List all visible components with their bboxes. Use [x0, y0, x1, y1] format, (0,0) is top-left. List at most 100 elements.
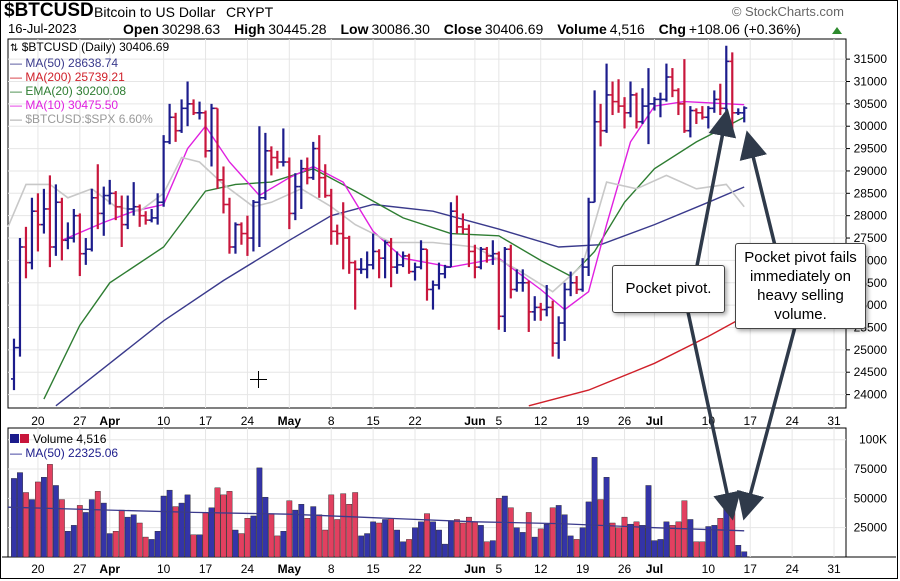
- high-label: High: [234, 21, 266, 37]
- volume-bar: [579, 527, 586, 558]
- volume-bar: [454, 519, 460, 558]
- volume-legend-title: Volume 4,516: [10, 432, 118, 446]
- volume-bar: [729, 512, 736, 558]
- legend-ma10-text: MA(10) 30475.50: [25, 98, 119, 112]
- volume-bar: [160, 495, 167, 558]
- volume-bar: [406, 539, 412, 558]
- date-tick-label: 26: [618, 562, 632, 576]
- volume-bar: [675, 521, 682, 558]
- date-tick-label: 17: [744, 414, 758, 428]
- volume-ma50-line: [7, 506, 745, 532]
- volume-bar: [603, 477, 610, 558]
- volume-bar: [76, 505, 83, 558]
- volume-bar: [615, 527, 622, 558]
- legend-ma10: — MA(10) 30475.50: [10, 98, 119, 112]
- date-tick-label: 22: [408, 562, 422, 576]
- volume-bar: [52, 485, 59, 558]
- ohlc-summary: Open 30298.63 High 30445.28 Low 30086.30 Cl…: [123, 21, 801, 37]
- volume-bar: [519, 532, 526, 558]
- volume-bar: [232, 529, 239, 558]
- volume-bar: [100, 502, 107, 558]
- volume-bar: [669, 525, 676, 558]
- volume-bar: [645, 485, 652, 558]
- change-value: +108.06 (+0.36%): [688, 21, 801, 37]
- volume-bar: [537, 528, 544, 558]
- date-tick-label: 12: [534, 414, 548, 428]
- date-tick-label: 19: [576, 414, 590, 428]
- volume-bar: [172, 506, 179, 558]
- volume-bar: [573, 539, 580, 558]
- volume-bar: [711, 525, 718, 558]
- volume-bar: [376, 522, 383, 558]
- open-label: Open: [123, 21, 159, 37]
- date-tick-label: 8: [328, 414, 335, 428]
- volume-bar: [466, 516, 472, 558]
- brand-watermark: © StockCharts.com: [731, 4, 844, 19]
- price-tick-label: 27500: [854, 231, 888, 245]
- volume-bar: [196, 534, 203, 558]
- date-tick-label: 17: [744, 562, 758, 576]
- volume-bar: [262, 496, 269, 558]
- price-tick-label: 29000: [854, 164, 888, 178]
- volume-bar: [322, 529, 329, 558]
- volume-bar: [627, 523, 634, 558]
- volume-bar: [154, 531, 161, 558]
- volume-bar: [388, 518, 394, 558]
- volume-bar: [352, 492, 359, 558]
- crosshair-cursor-icon: [250, 371, 267, 388]
- volume-bar: [346, 504, 353, 558]
- volume-bar: [705, 526, 712, 558]
- volume-bar: [621, 516, 628, 558]
- volume-bar: [525, 512, 532, 558]
- volume-bar: [148, 539, 155, 558]
- date-tick-label: 24: [241, 562, 255, 576]
- volume-bar: [250, 515, 257, 558]
- price-tick-label: 31000: [854, 74, 888, 88]
- low-value: 30086.30: [371, 21, 430, 37]
- date-tick-label: Apr: [99, 562, 120, 576]
- volume-bar: [292, 509, 299, 558]
- chart-date: 16-Jul-2023: [8, 21, 77, 36]
- volume-bar: [88, 499, 95, 558]
- date-tick-label: 12: [534, 562, 548, 576]
- volume-bar: [591, 457, 598, 558]
- volume-bar: [513, 527, 520, 558]
- volume-bar: [693, 541, 700, 558]
- volume-bar: [609, 522, 616, 558]
- volume-bar: [394, 529, 400, 558]
- ticker-description: Bitcoin to US Dollar: [94, 4, 216, 20]
- volume-bar: [364, 533, 371, 558]
- volume-bar: [471, 521, 478, 558]
- date-tick-label: 10: [702, 562, 716, 576]
- volume-bar: [64, 531, 71, 558]
- pivot-fails-callout: Pocket pivot fails immediately on heavy …: [735, 243, 866, 329]
- volume-bar: [208, 507, 215, 558]
- legend-ma50-text: MA(50) 28638.74: [25, 56, 119, 70]
- ticker-symbol: $BTCUSD: [4, 0, 94, 21]
- volume-bar: [226, 491, 233, 558]
- volume-bar: [256, 467, 263, 558]
- date-tick-label: 15: [366, 414, 380, 428]
- volume-bar: [358, 535, 365, 558]
- volume-bar: [597, 499, 604, 558]
- volume-bar: [585, 501, 592, 558]
- date-tick-label: 8: [328, 562, 335, 576]
- overlay-ma200-line: [528, 316, 745, 407]
- volume-bar: [304, 518, 311, 558]
- date-tick-label: 27: [73, 414, 87, 428]
- volume-bar: [460, 522, 466, 558]
- volume-bar: [663, 521, 670, 558]
- volume-bar: [286, 500, 293, 558]
- volume-bar: [274, 535, 281, 558]
- date-tick-label: 26: [618, 414, 632, 428]
- annotation-arrow: [686, 311, 741, 521]
- date-tick-label: 22: [408, 414, 422, 428]
- legend-ma50: — MA(50) 28638.74: [10, 56, 119, 70]
- volume-bar: [633, 521, 640, 558]
- volume-bar: [543, 523, 550, 558]
- volume-bar: [118, 509, 125, 558]
- volume-bar: [687, 519, 694, 558]
- volume-bar: [94, 491, 101, 558]
- volume-bar: [268, 513, 275, 558]
- date-tick-label: 24: [785, 562, 799, 576]
